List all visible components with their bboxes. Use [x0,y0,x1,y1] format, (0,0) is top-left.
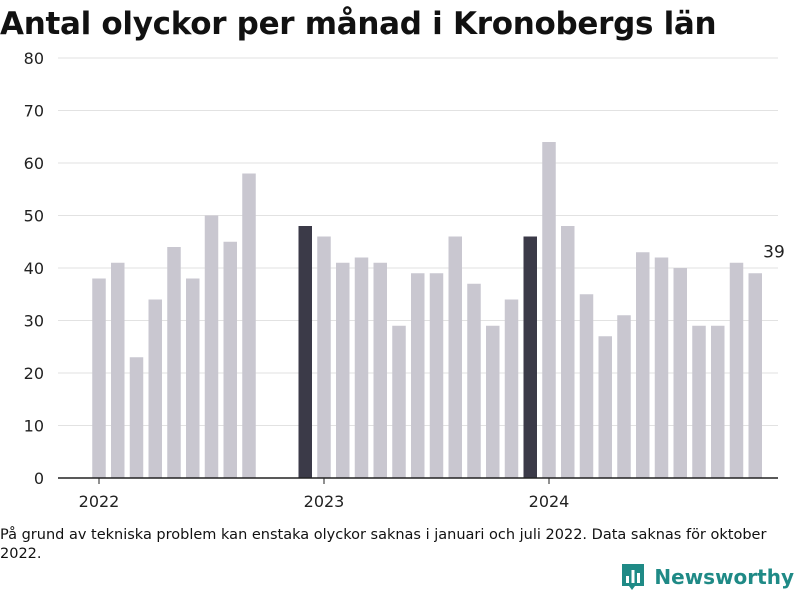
bar-2022-07 [204,215,219,478]
bar-2024-05 [617,315,631,478]
bar-2024-08 [673,268,687,478]
y-tick-label: 70 [24,102,44,121]
bar-2022-06 [186,278,200,478]
bar-2022-01 [92,278,106,478]
bar-2024-10 [711,325,725,478]
y-tick-label: 30 [24,312,44,331]
bars [92,142,762,478]
bar-2023-04 [373,262,387,478]
x-tick-label: 2022 [79,492,120,511]
x-tick-label: 2024 [529,492,570,511]
bar-2024-01 [542,142,556,478]
y-axis-ticks: 0 10 20 30 40 50 60 70 80 [24,49,44,488]
bar-2023-10 [486,325,500,478]
y-tick-label: 10 [24,417,44,436]
bar-2022-12 [298,226,312,478]
y-tick-label: 20 [24,364,44,383]
brand-logo: Newsworthy [620,562,794,592]
footnote: På grund av tekniska problem kan enstaka… [0,527,767,562]
bar-2023-11 [504,299,519,478]
bar-2023-09 [467,283,481,478]
bar-2022-05 [167,247,181,478]
bar-2023-01 [317,236,331,478]
bar-2023-12 [523,236,537,478]
brand-name: Newsworthy [654,565,794,589]
bar-2023-03 [354,257,369,478]
y-tick-label: 60 [24,154,44,173]
bar-chart: 0 10 20 30 40 50 60 70 80 2022 2023 2024 39 [24,49,785,511]
bar-2023-05 [392,325,406,478]
bar-2022-04 [148,299,162,478]
y-tick-label: 50 [24,207,44,226]
bar-2024-03 [579,294,594,478]
chart-title: Antal olyckor per månad i Kronobergs län [0,6,717,42]
bar-2023-07 [429,273,444,478]
y-tick-label: 80 [24,49,44,68]
bar-2024-09 [692,325,706,478]
bar-2022-03 [129,357,144,478]
x-tick-label: 2023 [304,492,345,511]
bar-2022-02 [111,262,125,478]
bar-2024-04 [598,336,612,478]
bar-2024-02 [561,226,575,478]
bar-2023-02 [336,262,350,478]
bar-2024-06 [636,252,650,478]
bar-2024-07 [654,257,669,478]
bar-2024-11 [729,262,744,478]
bar-2023-08 [448,236,462,478]
data-labels: 39 [763,242,785,262]
bar-2024-12 [748,273,762,478]
y-tick-label: 0 [34,469,44,488]
x-axis: 2022 2023 2024 [58,477,778,511]
bar-chart-logo-icon [622,564,645,590]
latest-value-label: 39 [763,242,785,262]
bar-2023-06 [411,273,425,478]
y-tick-label: 40 [24,259,44,278]
bar-2022-09 [242,173,256,478]
bar-2022-08 [223,241,237,478]
